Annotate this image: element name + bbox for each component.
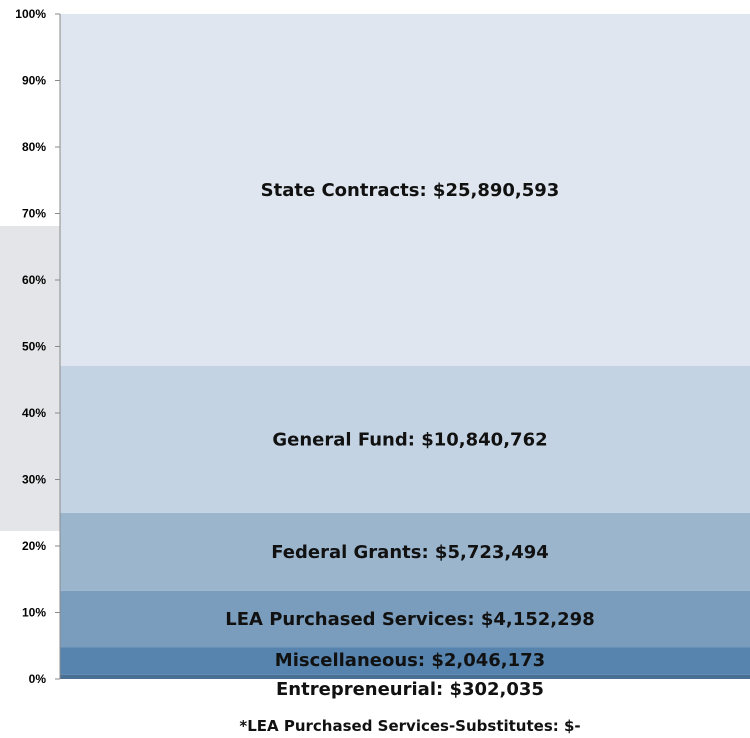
y-tick-label: 50%: [22, 340, 46, 354]
label-lea-purchased-services: LEA Purchased Services: $4,152,298: [225, 609, 594, 630]
y-tick-label: 10%: [22, 606, 46, 620]
y-tick-label: 100%: [15, 7, 46, 21]
y-tick-label: 0%: [29, 672, 47, 686]
segment-entrepreneurial: [60, 674, 750, 679]
label-entrepreneurial: Entrepreneurial: $302,035: [276, 679, 544, 700]
label-miscellaneous: Miscellaneous: $2,046,173: [275, 650, 545, 671]
y-tick-label: 80%: [22, 140, 46, 154]
y-tick-label: 20%: [22, 539, 46, 553]
segment-miscellaneous: [60, 647, 750, 675]
y-tick-label: 70%: [22, 207, 46, 221]
y-tick-label: 40%: [22, 406, 46, 420]
y-axis-ticks: 0% 10% 20% 30% 40% 50% 60% 70% 80% 90% 100%: [15, 7, 60, 686]
segment-labels: Entrepreneurial: $302,035 Miscellaneous: …: [225, 180, 594, 700]
y-tick-label: 30%: [22, 473, 46, 487]
segment-general-fund: [60, 365, 750, 513]
segment-federal-grants: [60, 512, 750, 591]
label-general-fund: General Fund: $10,840,762: [272, 429, 547, 450]
bar-segments: [60, 14, 750, 679]
y-tick-label: 90%: [22, 74, 46, 88]
label-federal-grants: Federal Grants: $5,723,494: [271, 542, 549, 563]
segment-lea-purchased-services: [60, 590, 750, 648]
left-shade-band: [0, 226, 60, 531]
y-tick-label: 60%: [22, 273, 46, 287]
substitutes-note: *LEA Purchased Services-Substitutes: $-: [239, 717, 580, 735]
label-state-contracts: State Contracts: $25,890,593: [261, 180, 560, 201]
segment-state-contracts: [60, 14, 750, 366]
